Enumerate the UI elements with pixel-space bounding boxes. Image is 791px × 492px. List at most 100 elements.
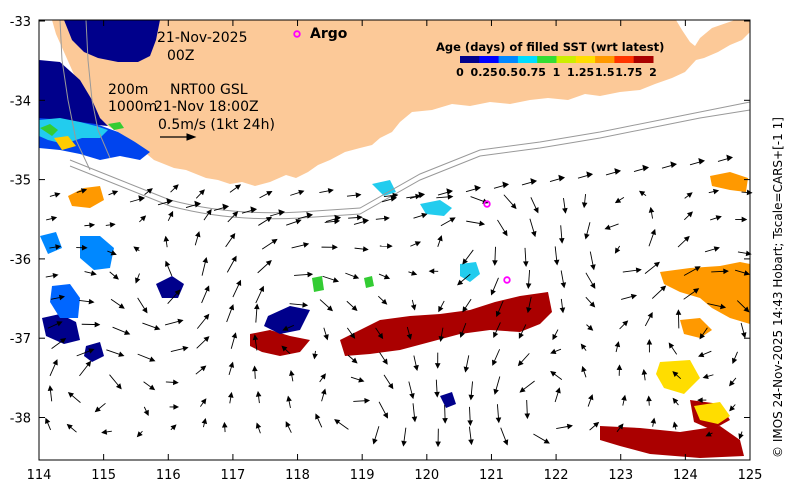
sst-nearshore-cape: [39, 20, 160, 126]
argo-float-marker: [483, 200, 491, 208]
current-vector-head: [525, 283, 532, 290]
current-vector-head: [148, 384, 156, 391]
legend-swatch: [633, 56, 654, 63]
current-vector-head: [140, 215, 147, 222]
current-vector-head: [47, 385, 54, 392]
current-vector-head: [648, 206, 655, 213]
current-vector-head: [502, 181, 510, 189]
current-vector-head: [146, 188, 153, 194]
current-vector-head: [479, 220, 486, 227]
current-vector-head: [143, 409, 149, 417]
current-vector-head: [172, 379, 179, 386]
current-vector-head: [559, 307, 566, 314]
current-vector-head: [136, 431, 143, 438]
current-vector-head: [630, 293, 637, 300]
current-vector-head: [555, 387, 561, 394]
legend-swatch: [614, 56, 635, 63]
current-vector-head: [698, 351, 705, 358]
current-vector-head: [502, 229, 508, 237]
current-vector-head: [401, 440, 407, 447]
current-vector-head: [326, 305, 333, 312]
current-vector-head: [149, 356, 156, 362]
current-vector-head: [281, 345, 288, 352]
plot-frame: [38, 19, 751, 461]
current-vector-head: [358, 377, 365, 383]
current-vector-head: [604, 224, 611, 230]
current-vector-head: [428, 268, 435, 275]
sst-patch-navy: [42, 314, 80, 344]
current-vector-head: [352, 273, 360, 280]
product-time-label: 21-Nov 18:00Z: [154, 99, 259, 115]
current-vector-head: [672, 371, 679, 378]
current-vector-head: [413, 364, 419, 371]
current-vector-head: [729, 380, 735, 387]
current-vector-head: [236, 279, 242, 287]
current-vector-head: [646, 338, 653, 345]
current-vector-head: [170, 424, 177, 431]
current-vector-head: [306, 211, 314, 219]
current-vector-head: [614, 247, 621, 254]
current-vector-head: [518, 332, 524, 339]
current-vector-head: [746, 189, 753, 196]
current-vector-head: [581, 202, 588, 209]
current-vector-head: [566, 423, 573, 430]
velocity-scale-arrow: [160, 133, 197, 141]
argo-float-legend-marker: [293, 30, 301, 38]
current-vector-head: [493, 388, 499, 395]
current-vector-head: [88, 298, 95, 305]
current-vector-head: [672, 421, 679, 428]
current-vector-head: [168, 210, 174, 218]
current-vector-head: [638, 190, 646, 197]
current-vector-head: [278, 209, 286, 216]
current-vector-head: [694, 266, 701, 272]
current-vector-head: [468, 439, 474, 446]
y-tick-label: -35: [10, 174, 31, 189]
x-tick-label: 123: [608, 468, 633, 483]
current-vector-head: [142, 307, 148, 314]
y-tick-label: -36: [10, 253, 31, 268]
legend-tick-label: 1.25: [567, 66, 594, 79]
current-vector-head: [741, 216, 748, 223]
x-tick-label: 118: [285, 468, 310, 483]
sst-nearshore-green: [40, 122, 124, 136]
current-vector-head: [298, 189, 305, 196]
current-vector-head: [672, 397, 679, 404]
current-vector-head: [315, 413, 321, 420]
current-vector-head: [199, 189, 205, 196]
legend-tick-label: 0.25: [471, 66, 498, 79]
current-vector-head: [510, 203, 517, 210]
current-vector-head: [616, 364, 623, 371]
legend-swatch: [537, 56, 557, 63]
current-vector-head: [693, 288, 700, 294]
current-vector-head: [614, 341, 621, 348]
current-vector-head: [434, 391, 440, 398]
current-vector-head: [364, 397, 371, 404]
current-vector-head: [414, 241, 422, 247]
current-vector-head: [729, 405, 735, 412]
current-vector-head: [713, 188, 720, 195]
current-vector-head: [459, 331, 465, 338]
current-vector-head: [118, 303, 125, 309]
current-vector-head: [438, 335, 445, 342]
legend-ticks: 0 0.25 0.5 0.75 1 1.25 1.5 1.75 2: [456, 66, 657, 79]
current-vector-head: [286, 395, 292, 402]
current-vector-head: [258, 285, 265, 292]
current-vector-head: [660, 285, 667, 292]
current-vector-head: [686, 211, 693, 218]
current-vector-head: [562, 207, 568, 214]
current-vector-head: [356, 214, 363, 221]
current-vector-head: [265, 260, 272, 266]
current-vector-head: [52, 359, 58, 366]
current-vector-head: [533, 207, 539, 214]
current-vector-head: [90, 270, 97, 276]
current-vector-head: [303, 242, 310, 248]
legend-swatch: [595, 56, 615, 63]
current-vector-head: [614, 168, 622, 175]
y-tick-label: -37: [10, 332, 31, 347]
current-vector-head: [438, 305, 444, 313]
current-vector-head: [271, 238, 278, 245]
argo-floats: [293, 30, 511, 284]
y-tick-label: -34: [10, 94, 31, 109]
current-vector-head: [94, 321, 101, 328]
